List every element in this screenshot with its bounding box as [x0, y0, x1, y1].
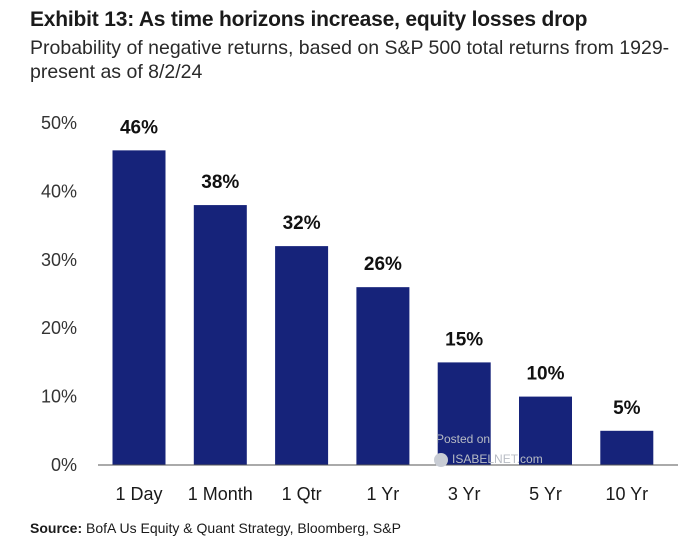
- x-tick-label: 1 Day: [115, 484, 162, 504]
- x-tick-label: 10 Yr: [605, 484, 648, 504]
- data-label: 46%: [120, 117, 158, 138]
- data-labels: 46% 38% 32% 26% 15% 10% 5%: [120, 117, 641, 418]
- source-text: BofA Us Equity & Quant Strategy, Bloombe…: [86, 520, 401, 536]
- x-tick-label: 5 Yr: [529, 484, 562, 504]
- y-tick-label: 20%: [41, 318, 77, 338]
- watermark-line2: ISABELNET.com: [452, 452, 543, 466]
- data-label: 32%: [283, 213, 321, 234]
- source-label: Source:: [30, 520, 83, 536]
- watermark: Posted on ISABELNET.com: [434, 432, 543, 467]
- x-tick-label: 1 Month: [188, 484, 253, 504]
- x-tick-label: 1 Yr: [367, 484, 400, 504]
- chart-title: Exhibit 13: As time horizons increase, e…: [30, 8, 588, 31]
- y-tick-label: 0%: [51, 455, 77, 475]
- x-axis: 1 Day 1 Month 1 Qtr 1 Yr 3 Yr 5 Yr 10 Yr: [115, 484, 648, 504]
- data-label: 38%: [201, 172, 239, 193]
- bar: [437, 362, 491, 465]
- bar: [112, 150, 166, 466]
- bar: [600, 430, 654, 465]
- y-tick-label: 50%: [41, 113, 77, 133]
- data-label: 26%: [364, 254, 402, 275]
- x-tick-label: 3 Yr: [448, 484, 481, 504]
- watermark-line1: Posted on: [436, 432, 490, 446]
- bar: [519, 396, 572, 465]
- y-tick-label: 40%: [41, 181, 77, 201]
- watermark-globe-icon: [434, 453, 448, 467]
- data-label: 5%: [613, 398, 641, 419]
- data-label: 15%: [445, 329, 483, 350]
- source-note: Source: BofA Us Equity & Quant Strategy,…: [30, 520, 401, 536]
- chart-subtitle: Probability of negative returns, based o…: [30, 37, 670, 83]
- bar: [275, 246, 329, 465]
- y-tick-label: 30%: [41, 250, 77, 270]
- y-tick-label: 10%: [41, 387, 77, 407]
- y-axis: 0% 10% 20% 30% 40% 50%: [41, 113, 77, 475]
- x-tick-label: 1 Qtr: [282, 484, 322, 504]
- bar-series: [112, 150, 654, 466]
- bar: [193, 205, 247, 465]
- data-label: 10%: [526, 364, 564, 385]
- bar: [356, 287, 410, 465]
